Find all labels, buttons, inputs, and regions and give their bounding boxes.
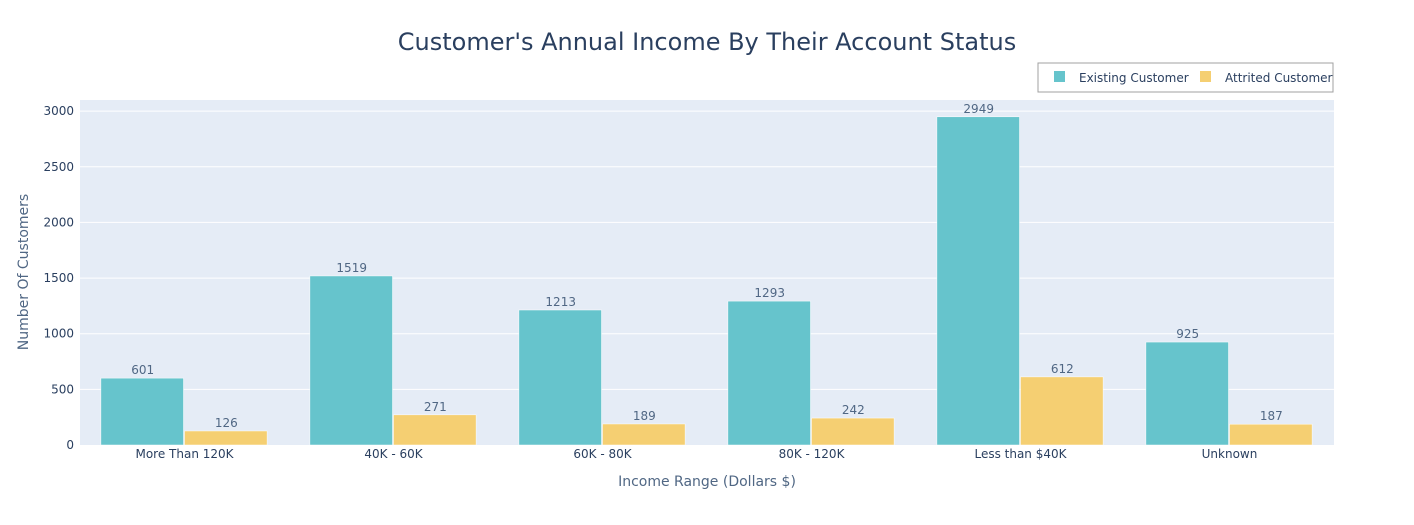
- data-label: 601: [131, 363, 154, 377]
- bar: [602, 423, 686, 446]
- y-tick-label: 3000: [43, 104, 74, 118]
- x-tick-label: 60K - 80K: [573, 447, 632, 461]
- legend-swatch: [1054, 71, 1065, 82]
- data-label: 189: [633, 409, 656, 423]
- chart-title: Customer's Annual Income By Their Accoun…: [398, 28, 1016, 56]
- x-tick-label: 80K - 120K: [779, 447, 846, 461]
- data-label: 612: [1051, 362, 1074, 376]
- bar: [184, 430, 268, 446]
- data-label: 1519: [336, 261, 367, 275]
- bar: [393, 414, 477, 446]
- legend[interactable]: Existing Customer Attrited Customer: [1037, 62, 1334, 93]
- y-tick-label: 1500: [43, 271, 74, 285]
- bar: [1229, 423, 1313, 446]
- bar: [1020, 376, 1104, 446]
- data-label: 187: [1260, 409, 1283, 423]
- data-label: 2949: [963, 102, 994, 116]
- bar: [309, 275, 393, 446]
- x-tick-label: Less than $40K: [974, 447, 1067, 461]
- y-axis-title: Number Of Customers: [16, 194, 32, 350]
- bar: [100, 377, 184, 446]
- legend-label: Attrited Customer: [1225, 71, 1333, 85]
- bar: [518, 309, 602, 446]
- x-tick-label: 40K - 60K: [364, 447, 423, 461]
- gridlines: [80, 110, 1334, 390]
- bar: [727, 300, 811, 446]
- bar: [1145, 341, 1229, 446]
- data-label: 126: [215, 416, 238, 430]
- bars: [100, 116, 1313, 446]
- legend-box: [1037, 62, 1334, 93]
- y-tick-label: 0: [66, 438, 74, 452]
- y-tick-label: 2500: [43, 160, 74, 174]
- bar: [936, 116, 1020, 446]
- y-tick-label: 1000: [43, 327, 74, 341]
- data-label: 1293: [754, 286, 785, 300]
- data-label: 242: [842, 403, 865, 417]
- legend-label: Existing Customer: [1079, 71, 1189, 85]
- data-label: 925: [1176, 327, 1199, 341]
- x-tick-label: Unknown: [1202, 447, 1258, 461]
- plot-area: [80, 100, 1334, 445]
- x-tick-label: More Than 120K: [135, 447, 234, 461]
- legend-swatch: [1200, 71, 1211, 82]
- bar: [811, 417, 895, 446]
- x-axis-title: Income Range (Dollars $): [618, 474, 796, 490]
- y-tick-label: 2000: [43, 215, 74, 229]
- y-tick-label: 500: [51, 382, 74, 396]
- x-axis-ticks: More Than 120K 40K - 60K 60K - 80K 80K - 12…: [135, 447, 1257, 461]
- y-axis-ticks: 0 500 1000 1500 2000 2500 3000: [43, 104, 74, 452]
- data-label: 1213: [545, 295, 576, 309]
- data-label: 271: [424, 400, 447, 414]
- data-labels: 601 126 1519 271 1213 189 1293 242 2949 612 925 187: [131, 102, 1283, 430]
